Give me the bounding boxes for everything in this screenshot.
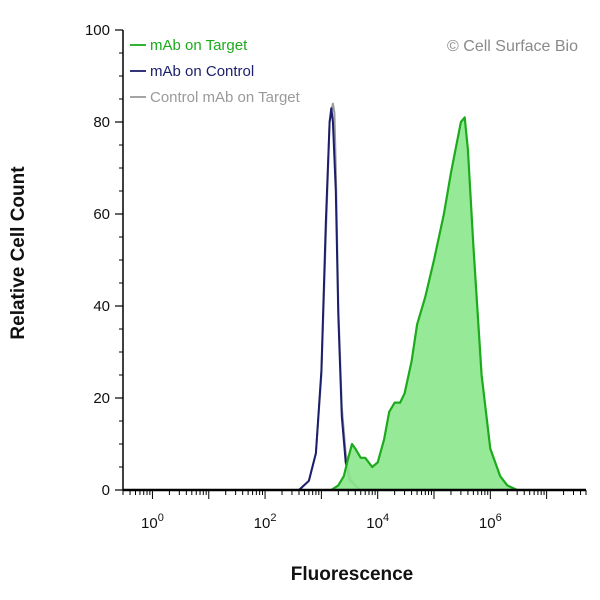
y-axis-title: Relative Cell Count [8, 166, 29, 340]
y-tick-label: 40 [93, 298, 110, 315]
y-tick-label: 80 [93, 114, 110, 131]
x-tick-label: 102 [254, 512, 277, 532]
y-tick-label: 20 [93, 390, 110, 407]
y-tick-label: 0 [102, 482, 110, 499]
legend-label-1: mAb on Target [150, 37, 248, 54]
legend: mAb on Target mAb on Control Control mAb o… [130, 37, 301, 106]
x-tick-label: 100 [141, 512, 164, 532]
series-line-2 [298, 107, 362, 491]
series-line-1 [298, 102, 362, 491]
series-line-3 [330, 116, 518, 491]
x-tick-label: 104 [366, 512, 389, 532]
series-layer [298, 102, 518, 491]
x-axis-title: Fluorescence [291, 564, 414, 585]
legend-label-3: Control mAb on Target [150, 89, 301, 106]
x-tick-label: 106 [479, 512, 502, 532]
legend-label-2: mAb on Control [150, 63, 254, 80]
copyright-annotation: © Cell Surface Bio [447, 38, 578, 55]
y-tick-label: 60 [93, 206, 110, 223]
y-tick-label: 100 [85, 22, 110, 39]
axes-layer: 0 20 40 60 80 100 100 102 104 106 [85, 22, 587, 532]
